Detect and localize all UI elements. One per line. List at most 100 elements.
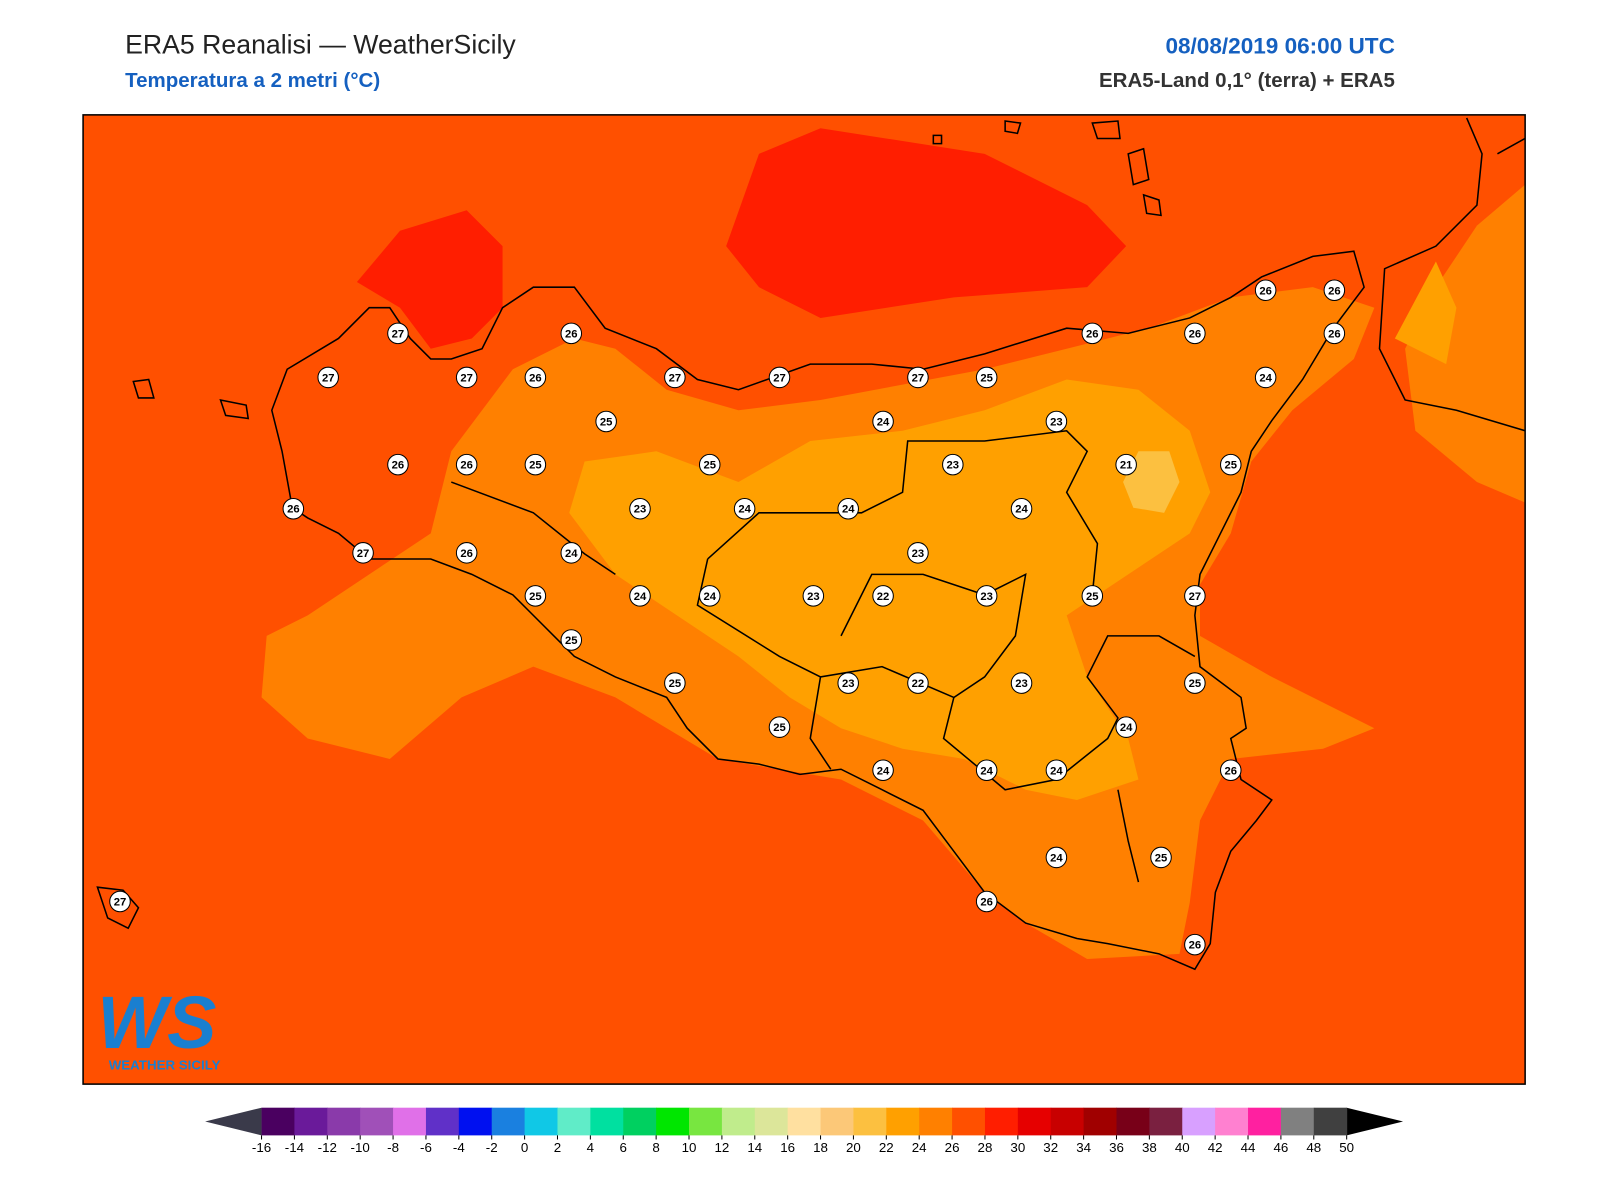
station: 23 bbox=[629, 497, 651, 520]
station: 26 bbox=[387, 453, 409, 476]
station-value: 24 bbox=[1050, 852, 1063, 864]
station-value: 22 bbox=[912, 678, 925, 690]
title: ERA5 Reanalisi — WeatherSicily bbox=[125, 29, 516, 59]
colorbar-segment bbox=[689, 1107, 723, 1136]
station: 26 bbox=[1323, 322, 1346, 345]
station-value: 26 bbox=[1225, 765, 1238, 777]
station-value: 21 bbox=[1120, 460, 1133, 472]
station-marker bbox=[872, 585, 894, 607]
station-marker bbox=[109, 890, 131, 913]
station-value: 25 bbox=[1155, 852, 1168, 864]
station-marker bbox=[387, 322, 409, 345]
warm-area bbox=[356, 210, 503, 349]
station-marker bbox=[524, 585, 547, 607]
station-value: 27 bbox=[460, 372, 473, 384]
station-value: 23 bbox=[1015, 678, 1028, 690]
station-marker bbox=[560, 322, 583, 345]
station-value: 24 bbox=[703, 591, 716, 603]
colorbar-tick-label: 32 bbox=[1043, 1140, 1058, 1155]
station: 27 bbox=[768, 366, 791, 389]
station: 23 bbox=[907, 542, 929, 564]
station-value: 25 bbox=[600, 417, 613, 429]
colorbar-segment bbox=[886, 1107, 920, 1136]
colorbar-segment bbox=[1116, 1107, 1150, 1136]
subtitle: Temperatura a 2 metri (°C) bbox=[125, 69, 380, 92]
station-value: 24 bbox=[1120, 722, 1133, 734]
station-marker bbox=[1184, 585, 1206, 607]
station-marker bbox=[1045, 410, 1068, 433]
colorbar-tick-label: 0 bbox=[521, 1140, 528, 1155]
station: 24 bbox=[1045, 759, 1068, 782]
station-marker bbox=[1045, 759, 1068, 782]
station-marker bbox=[872, 410, 894, 433]
colorbar-tick-label: -14 bbox=[285, 1140, 305, 1155]
station-marker bbox=[768, 366, 791, 389]
warm-area bbox=[726, 128, 1127, 318]
station: 25 bbox=[768, 716, 791, 738]
station: 24 bbox=[1254, 366, 1277, 389]
station: 22 bbox=[872, 585, 894, 607]
station: 26 bbox=[1184, 322, 1206, 345]
colorbar-segment bbox=[1050, 1107, 1085, 1136]
colorbar-tick-label: 46 bbox=[1273, 1140, 1288, 1155]
station: 27 bbox=[1184, 585, 1206, 607]
colorbar-tick-label: 16 bbox=[780, 1140, 795, 1155]
colorbar-segment bbox=[1248, 1107, 1282, 1136]
station-value: 23 bbox=[947, 460, 960, 472]
station-marker bbox=[1115, 716, 1137, 738]
station-marker bbox=[837, 497, 859, 520]
station: 25 bbox=[595, 410, 617, 433]
colorbar-segment bbox=[524, 1107, 558, 1136]
station: 24 bbox=[872, 759, 894, 782]
station-value: 24 bbox=[1050, 765, 1063, 777]
coastline bbox=[96, 117, 1526, 971]
station-value: 24 bbox=[877, 417, 890, 429]
station-marker bbox=[907, 672, 929, 694]
colorbar-tick-label: 34 bbox=[1076, 1140, 1091, 1155]
logo: WS WEATHER SICILY bbox=[97, 981, 220, 1073]
station: 25 bbox=[1150, 846, 1172, 869]
colorbar-segment bbox=[360, 1107, 394, 1136]
station: 24 bbox=[975, 759, 998, 782]
station-marker bbox=[595, 410, 617, 433]
station: 25 bbox=[975, 366, 998, 389]
station: 24 bbox=[698, 585, 721, 607]
station-marker bbox=[1081, 322, 1104, 345]
station: 23 bbox=[1010, 672, 1033, 694]
station: 25 bbox=[1081, 585, 1104, 607]
colorbar-segment bbox=[557, 1107, 591, 1136]
source: ERA5-Land 0,1° (terra) + ERA5 bbox=[1099, 69, 1395, 92]
logo-name: WEATHER SICILY bbox=[109, 1058, 221, 1073]
station-marker bbox=[1220, 759, 1242, 782]
station: 25 bbox=[1220, 453, 1242, 476]
station: 25 bbox=[664, 672, 686, 694]
station-value: 27 bbox=[114, 897, 127, 909]
station-value: 24 bbox=[1015, 504, 1028, 516]
station: 24 bbox=[1115, 716, 1137, 738]
station: 24 bbox=[629, 585, 651, 607]
station: 25 bbox=[1184, 672, 1206, 694]
station-value: 24 bbox=[877, 765, 890, 777]
colorbar-tick-label: -8 bbox=[387, 1140, 399, 1155]
colorbar-segment bbox=[721, 1107, 756, 1136]
colorbar-segment bbox=[294, 1107, 328, 1136]
station: 25 bbox=[698, 453, 721, 476]
colorbar-segment bbox=[1215, 1107, 1249, 1136]
station-value: 27 bbox=[773, 372, 786, 384]
station-value: 26 bbox=[980, 897, 993, 909]
station-marker bbox=[907, 542, 929, 564]
station-marker bbox=[282, 497, 305, 520]
station-marker bbox=[664, 366, 686, 389]
colorbar-tick-label: 42 bbox=[1208, 1140, 1223, 1155]
colorbar-tick-label: -2 bbox=[486, 1140, 498, 1155]
station-value: 26 bbox=[287, 504, 300, 516]
station: 26 bbox=[455, 453, 478, 476]
station: 25 bbox=[560, 629, 583, 651]
station: 27 bbox=[387, 322, 409, 345]
station-marker bbox=[1045, 846, 1068, 869]
colorbar-over bbox=[1346, 1107, 1404, 1136]
colorbar-segment bbox=[853, 1107, 887, 1136]
station-marker bbox=[837, 672, 859, 694]
colorbar-segment bbox=[623, 1107, 657, 1136]
station-value: 26 bbox=[1328, 328, 1341, 340]
